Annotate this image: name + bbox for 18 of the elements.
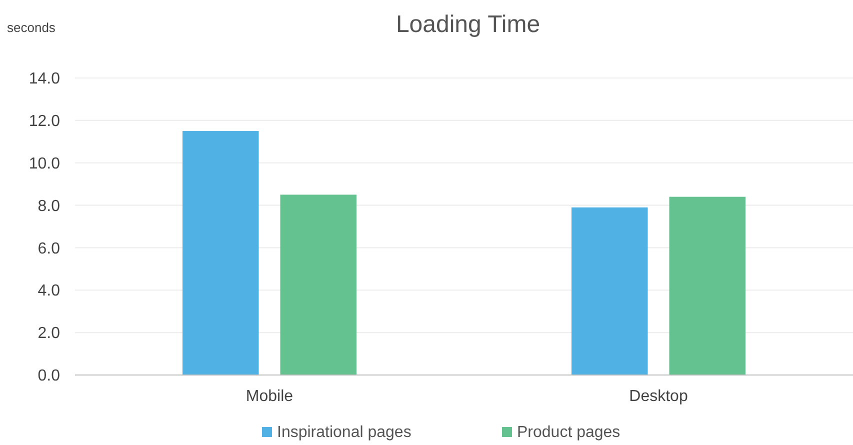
bar [572, 207, 648, 375]
y-tick-label: 0.0 [38, 368, 60, 385]
legend-label: Product pages [517, 424, 620, 441]
x-tick-label: Desktop [629, 388, 688, 405]
x-tick-label: Mobile [246, 388, 294, 405]
y-tick-label: 2.0 [38, 325, 60, 342]
legend-label: Inspirational pages [277, 424, 412, 441]
y-axis-title: seconds [7, 20, 56, 35]
y-tick-label: 6.0 [38, 240, 60, 258]
y-tick-label: 8.0 [38, 198, 60, 215]
y-tick-label: 4.0 [38, 282, 60, 300]
bar [280, 194, 356, 375]
bar [669, 196, 746, 375]
chart-title: Loading Time [396, 11, 540, 38]
y-tick-label: 14.0 [28, 70, 60, 88]
bar [182, 131, 259, 375]
y-tick-label: 10.0 [28, 155, 60, 172]
y-tick-label: 12.0 [28, 113, 60, 130]
